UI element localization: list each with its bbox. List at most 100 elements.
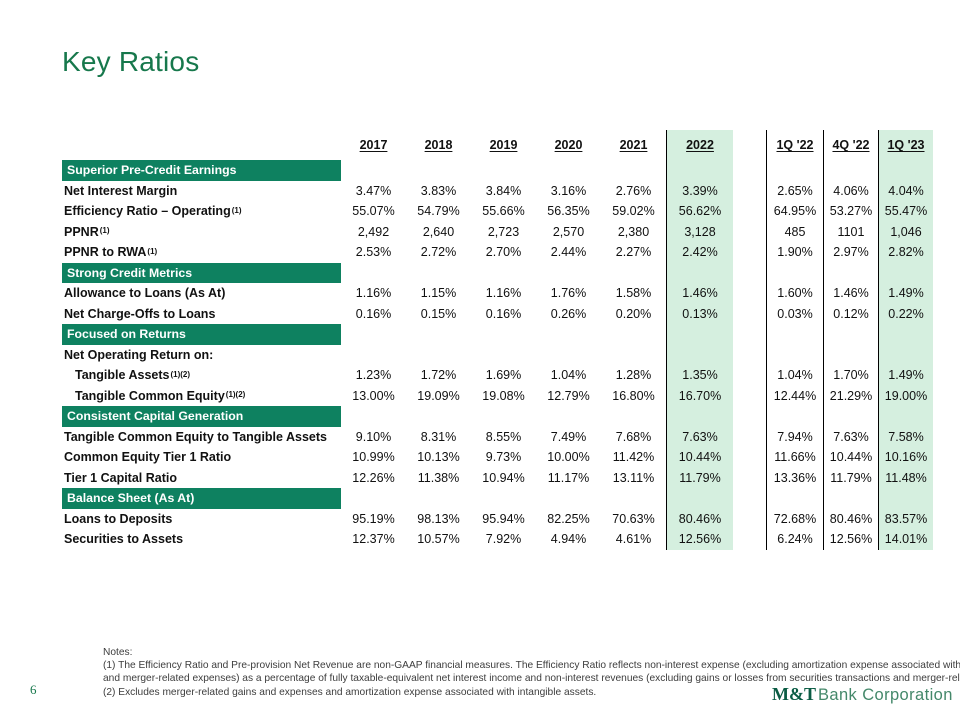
value-cell — [823, 344, 878, 365]
value-cell: 3.16% — [550, 183, 587, 198]
section-header-fill — [766, 406, 823, 427]
section-header-fill — [471, 263, 536, 284]
value-cell: 2.97% — [823, 242, 878, 263]
footnote-marker: (1) — [231, 205, 242, 215]
value-cell: 14.01% — [878, 529, 933, 550]
section-header-fill — [341, 488, 406, 509]
section-header: Balance Sheet (As At) — [62, 488, 341, 509]
value-cell: 10.57% — [417, 532, 460, 547]
footnote-marker: (1)(2) — [170, 369, 191, 379]
column-header: 1Q '23 — [878, 130, 933, 160]
section-header-fill — [666, 262, 733, 283]
section-header-fill — [766, 488, 823, 509]
value-cell: 10.99% — [352, 450, 395, 465]
section-header-fill — [536, 488, 601, 509]
value-cell: 12.56% — [823, 529, 878, 550]
value-cell: 1.90% — [766, 242, 823, 263]
section-header-fill — [601, 263, 666, 284]
value-cell: 7.92% — [485, 532, 522, 547]
value-cell: 95.19% — [352, 511, 395, 526]
section-header: Consistent Capital Generation — [62, 406, 341, 427]
value-cell: 1.69% — [485, 368, 522, 383]
value-cell: 1.16% — [485, 286, 522, 301]
value-cell: 2.76% — [615, 183, 652, 198]
value-cell: 11.66% — [766, 447, 823, 468]
value-cell: 80.46% — [666, 508, 733, 529]
value-cell: 3,128 — [666, 221, 733, 242]
section-header-fill — [601, 324, 666, 345]
value-cell: 7.63% — [666, 426, 733, 447]
row-label: PPNR (1) — [64, 224, 110, 239]
value-cell: 4.94% — [550, 532, 587, 547]
value-cell: 13.00% — [352, 388, 395, 403]
value-cell: 0.20% — [615, 306, 652, 321]
column-gap — [733, 304, 766, 325]
value-cell: 1.49% — [878, 365, 933, 386]
value-cell: 10.44% — [666, 447, 733, 468]
column-gap — [733, 324, 766, 345]
value-cell: 485 — [766, 221, 823, 242]
row-label: Tier 1 Capital Ratio — [64, 470, 177, 485]
section-header: Strong Credit Metrics — [62, 262, 341, 283]
section-header-fill — [766, 160, 823, 181]
value-cell: 1.49% — [878, 283, 933, 304]
value-cell: 2.70% — [485, 245, 522, 260]
column-header: 2018 — [424, 138, 453, 152]
section-header-fill — [666, 488, 733, 509]
value-cell: 7.68% — [615, 429, 652, 444]
value-cell: 10.44% — [823, 447, 878, 468]
value-cell: 1.04% — [550, 368, 587, 383]
value-cell: 7.49% — [550, 429, 587, 444]
value-cell: 95.94% — [482, 511, 525, 526]
row-label: Tangible Assets (1)(2) — [75, 368, 191, 383]
section-header: Focused on Returns — [62, 324, 341, 345]
value-cell: 1.70% — [823, 365, 878, 386]
column-gap — [733, 181, 766, 202]
column-gap — [733, 406, 766, 427]
value-cell: 10.16% — [878, 447, 933, 468]
section-header-fill — [536, 160, 601, 181]
section-header-fill — [601, 160, 666, 181]
section-header-fill — [341, 324, 406, 345]
value-cell: 7.63% — [823, 426, 878, 447]
table-corner — [62, 130, 341, 160]
value-cell: 1.46% — [823, 283, 878, 304]
value-cell — [341, 345, 406, 366]
column-header: 2020 — [554, 138, 583, 152]
column-gap — [733, 488, 766, 509]
column-header: 2021 — [619, 138, 648, 152]
row-label: Net Operating Return on: — [64, 347, 214, 362]
value-cell: 1.46% — [666, 283, 733, 304]
column-gap — [733, 529, 766, 550]
value-cell: 16.80% — [612, 388, 655, 403]
value-cell: 56.62% — [666, 201, 733, 222]
row-label: Allowance to Loans (As At) — [64, 286, 226, 301]
value-cell: 0.26% — [550, 306, 587, 321]
section-header-fill — [536, 263, 601, 284]
key-ratios-table: 2017 2018 2019 2020 2021 2022 1Q '22 4Q '22 1Q '… — [62, 130, 933, 550]
value-cell: 70.63% — [612, 511, 655, 526]
section-header-fill — [666, 324, 733, 345]
value-cell: 0.13% — [666, 303, 733, 324]
section-header-fill — [601, 406, 666, 427]
value-cell: 2,640 — [422, 224, 455, 239]
notes-block: Notes: (1) The Efficiency Ratio and Pre-… — [103, 646, 960, 699]
value-cell: 54.79% — [417, 204, 460, 219]
column-gap — [733, 509, 766, 530]
value-cell: 80.46% — [823, 508, 878, 529]
footnote-marker: (1) — [99, 226, 110, 236]
value-cell: 83.57% — [878, 508, 933, 529]
value-cell: 0.16% — [485, 306, 522, 321]
value-cell: 1.23% — [355, 368, 392, 383]
value-cell: 4.61% — [615, 532, 652, 547]
column-gap — [733, 130, 766, 160]
row-label: Loans to Deposits — [64, 511, 173, 526]
section-header-fill — [471, 160, 536, 181]
value-cell: 4.04% — [878, 180, 933, 201]
value-cell: 19.08% — [482, 388, 525, 403]
section-header-fill — [471, 324, 536, 345]
column-gap — [733, 160, 766, 181]
section-header-fill — [471, 406, 536, 427]
value-cell: 2.44% — [550, 245, 587, 260]
footnote-marker: (1) — [147, 246, 158, 256]
